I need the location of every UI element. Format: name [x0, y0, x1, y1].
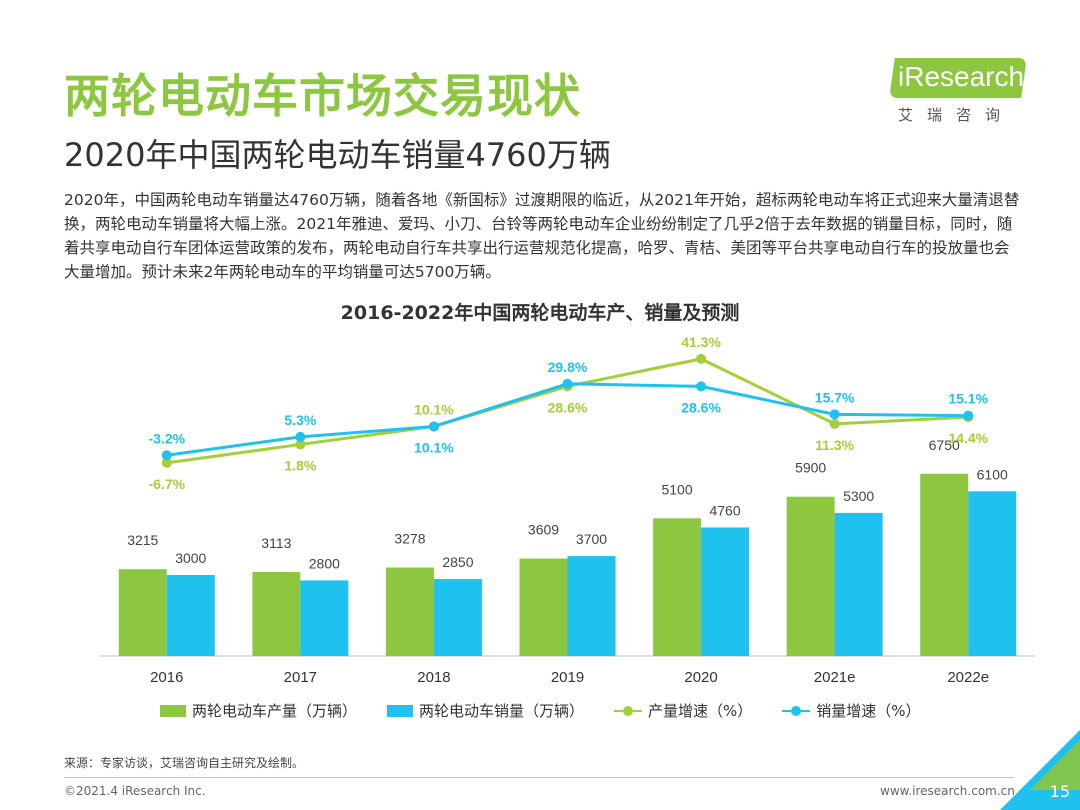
- source-note: 来源：专家访谈，艾瑞咨询自主研究及绘制。: [64, 756, 305, 770]
- bar-sales-2022e: [968, 491, 1017, 656]
- data-label-production-2017: 3113: [261, 535, 291, 551]
- growth-label-sales-2021e: 15.7%: [815, 389, 855, 405]
- data-label-production-2021e: 5900: [795, 460, 826, 476]
- chart-legend: 两轮电动车产量（万辆） 两轮电动车销量（万辆） 产量增速（%） 销量增速（%）: [160, 700, 921, 721]
- data-label-sales-2021e: 5300: [843, 488, 874, 504]
- bar-production-2022e: [920, 473, 969, 656]
- point-production-growth-2017: [295, 439, 306, 450]
- page-title: 两轮电动车市场交易现状: [64, 69, 581, 123]
- x-tick-label-2017: 2017: [284, 669, 317, 686]
- data-label-sales-2016: 3000: [175, 550, 206, 566]
- point-production-growth-2020: [696, 353, 707, 364]
- bar-production-2017: [252, 571, 301, 656]
- footer-divider: [64, 777, 1014, 778]
- point-sales-growth-2022e: [963, 410, 974, 421]
- page-number: 15: [1049, 782, 1070, 801]
- footer-copyright: ©2021.4 iResearch Inc.: [64, 784, 206, 798]
- point-sales-growth-2018: [428, 421, 439, 432]
- x-tick-label-2016: 2016: [150, 669, 183, 686]
- bar-sales-2016: [166, 575, 215, 656]
- x-tick-label-2019: 2019: [551, 669, 584, 686]
- chart-canvas: 3215 3000 2016 3113 2800 2017 3278 2850 2018 3609…: [100, 334, 1035, 686]
- point-sales-growth-2021e: [829, 409, 840, 420]
- bar-sales-2020: [701, 527, 750, 656]
- growth-label-sales-2017: 5.3%: [284, 412, 316, 428]
- growth-label-production-2018: 10.1%: [414, 401, 454, 417]
- point-production-growth-2016: [161, 457, 172, 468]
- legend-item-production: 两轮电动车产量（万辆）: [160, 700, 357, 721]
- data-label-sales-2019: 3700: [576, 531, 607, 547]
- point-sales-growth-2016: [161, 450, 172, 461]
- x-tick-label-2022e: 2022e: [947, 669, 989, 686]
- logo-text: iResearch: [898, 61, 1025, 92]
- growth-label-sales-2020: 28.6%: [681, 399, 721, 415]
- growth-label-sales-2016: -3.2%: [148, 430, 185, 446]
- growth-label-production-2022e: 14.4%: [948, 430, 988, 446]
- growth-label-sales-2018: 10.1%: [414, 439, 454, 455]
- x-tick-label-2020: 2020: [684, 669, 717, 686]
- point-production-growth-2021e: [829, 418, 840, 429]
- bar-production-2021e: [786, 496, 835, 656]
- bar-sales-2017: [300, 580, 349, 656]
- corner-decoration: [1000, 730, 1080, 810]
- data-label-production-2019: 3609: [528, 522, 559, 538]
- body-paragraph: 2020年，中国两轮电动车销量达4760万辆，随着各地《新国标》过渡期限的临近，…: [64, 191, 1020, 281]
- legend-item-sales-growth: 销量增速（%）: [782, 700, 921, 721]
- data-label-production-2018: 3278: [394, 530, 425, 546]
- growth-label-production-2017: 1.8%: [284, 457, 316, 473]
- legend-item-production-growth: 产量增速（%）: [614, 700, 752, 721]
- point-sales-growth-2020: [696, 381, 707, 392]
- growth-label-production-2019: 28.6%: [548, 399, 588, 415]
- data-label-production-2020: 5100: [661, 481, 692, 497]
- legend-label-production: 两轮电动车产量（万辆）: [192, 702, 358, 720]
- data-label-sales-2018: 2850: [442, 554, 473, 570]
- growth-label-production-2021e: 11.3%: [815, 437, 854, 453]
- x-tick-label-2018: 2018: [417, 669, 450, 686]
- bar-production-2019: [519, 558, 568, 656]
- bar-production-2016: [118, 569, 167, 656]
- growth-label-production-2016: -6.7%: [148, 476, 185, 492]
- growth-label-sales-2022e: 15.1%: [948, 391, 988, 407]
- legend-swatch-production: [160, 704, 186, 717]
- bar-sales-2018: [433, 579, 482, 656]
- bar-production-2018: [385, 567, 434, 656]
- data-label-production-2022e: 6750: [929, 437, 960, 453]
- data-label-sales-2020: 4760: [709, 502, 740, 518]
- bar-production-2020: [653, 518, 702, 656]
- chart-title: 2016-2022年中国两轮电动车产、销量及预测: [340, 302, 740, 324]
- data-label-sales-2022e: 6100: [977, 466, 1008, 482]
- growth-label-sales-2019: 29.8%: [548, 359, 588, 375]
- bar-sales-2019: [567, 556, 616, 656]
- point-sales-growth-2017: [295, 431, 306, 442]
- data-label-production-2016: 3215: [127, 532, 158, 548]
- iresearch-logo: iResearch 艾瑞咨询: [889, 58, 1042, 128]
- legend-swatch-sales: [387, 704, 414, 717]
- legend-label-sales-growth: 销量增速（%）: [816, 702, 921, 720]
- logo-cn-text: 艾瑞咨询: [898, 106, 1015, 124]
- data-label-sales-2017: 2800: [309, 555, 340, 571]
- page-subtitle: 2020年中国两轮电动车销量4760万辆: [64, 136, 611, 174]
- bar-sales-2021e: [834, 512, 883, 656]
- legend-label-production-growth: 产量增速（%）: [648, 702, 753, 720]
- legend-item-sales: 两轮电动车销量（万辆）: [387, 700, 584, 721]
- legend-swatch-sales-growth: [782, 705, 811, 717]
- footer-url[interactable]: www.iresearch.com.cn: [880, 784, 1015, 798]
- legend-label-sales: 两轮电动车销量（万辆）: [419, 702, 585, 720]
- x-tick-label-2021e: 2021e: [814, 669, 856, 686]
- legend-swatch-production-growth: [614, 705, 643, 717]
- growth-label-production-2020: 41.3%: [681, 334, 721, 350]
- point-sales-growth-2019: [562, 378, 573, 389]
